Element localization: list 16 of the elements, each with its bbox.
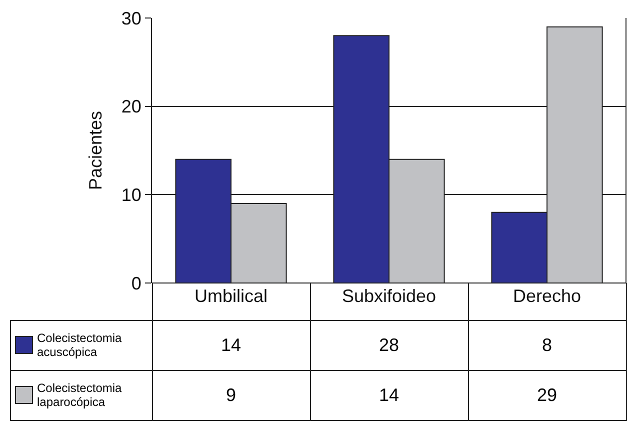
y-tick-label: 0 (131, 273, 142, 294)
y-axis-title: Pacientes (86, 110, 106, 190)
data-label: 8 (468, 320, 626, 370)
y-tick-label: 10 (121, 184, 142, 205)
data-label: 9 (152, 370, 310, 420)
x-tick-label: Derecho (512, 286, 582, 306)
data-label: 14 (152, 320, 310, 370)
x-tick-label: Umbilical (194, 286, 268, 306)
legend-label: Colecistectomia acuscópica (37, 331, 123, 359)
y-tick-label: 30 (121, 8, 142, 28)
legend-label: Colecistectomia laparocópica (37, 381, 123, 409)
y-tick-label: 20 (121, 96, 142, 117)
x-tick-label: Subxifoideo (342, 286, 436, 306)
data-label: 29 (468, 370, 626, 420)
data-label: 14 (310, 370, 468, 420)
data-label: 28 (310, 320, 468, 370)
